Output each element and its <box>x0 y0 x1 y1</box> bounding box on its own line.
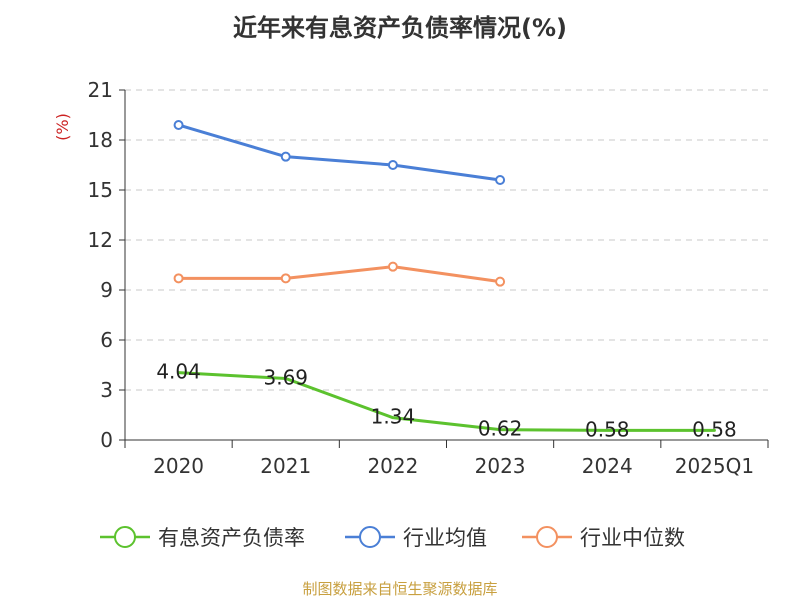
data-point <box>387 261 398 272</box>
series-line <box>177 371 716 432</box>
data-label: 0.62 <box>478 417 523 441</box>
series-lines <box>173 120 716 432</box>
x-tick-label: 2022 <box>367 454 418 478</box>
data-point <box>495 175 506 185</box>
grid-lines <box>125 89 768 391</box>
legend-label: 有息资产负债率 <box>158 526 305 550</box>
data-label: 1.34 <box>371 405 416 429</box>
y-tick-label: 21 <box>88 78 113 102</box>
y-tick-label: 9 <box>100 278 113 302</box>
data-label: 0.58 <box>692 417 737 441</box>
series-line <box>177 123 502 182</box>
y-tick-label: 12 <box>88 228 113 252</box>
legend-label: 行业均值 <box>403 526 487 550</box>
source-note: 制图数据来自恒生聚源数据库 <box>302 580 498 598</box>
data-label: 4.04 <box>156 360 201 384</box>
y-tick-label: 3 <box>100 378 113 402</box>
legend-marker <box>359 526 381 548</box>
x-tick-label: 2023 <box>475 454 526 478</box>
data-label: 0.58 <box>585 417 630 441</box>
data-label: 3.69 <box>263 366 308 390</box>
y-axis-unit: (%) <box>53 113 72 141</box>
series-line <box>177 265 502 284</box>
x-tick-label: 2020 <box>153 454 204 478</box>
data-point <box>173 120 184 130</box>
x-tick-label: 2021 <box>260 454 311 478</box>
x-tick-label: 2025Q1 <box>675 454 754 478</box>
data-point <box>387 160 398 170</box>
x-tick-label: 2024 <box>582 454 633 478</box>
data-point <box>173 273 184 284</box>
data-labels: 4.04 3.69 1.34 0.62 0.58 0.58 <box>156 360 736 442</box>
legend: 有息资产负债率 行业均值 行业中位数 <box>100 526 685 550</box>
axes: 0 3 6 9 12 15 18 21 2020 2021 2022 2023 2024 2025Q1 (%… <box>53 78 769 478</box>
data-point <box>280 273 291 284</box>
legend-marker <box>536 526 558 548</box>
chart-title: 近年来有息资产负债率情况(%) <box>233 14 567 42</box>
data-point <box>495 276 506 287</box>
y-tick-label: 0 <box>100 428 113 452</box>
y-tick-label: 6 <box>100 328 113 352</box>
y-tick-label: 15 <box>88 178 113 202</box>
legend-label: 行业中位数 <box>580 526 685 550</box>
legend-marker <box>114 526 136 548</box>
y-tick-label: 18 <box>88 128 113 152</box>
data-point <box>280 151 291 162</box>
